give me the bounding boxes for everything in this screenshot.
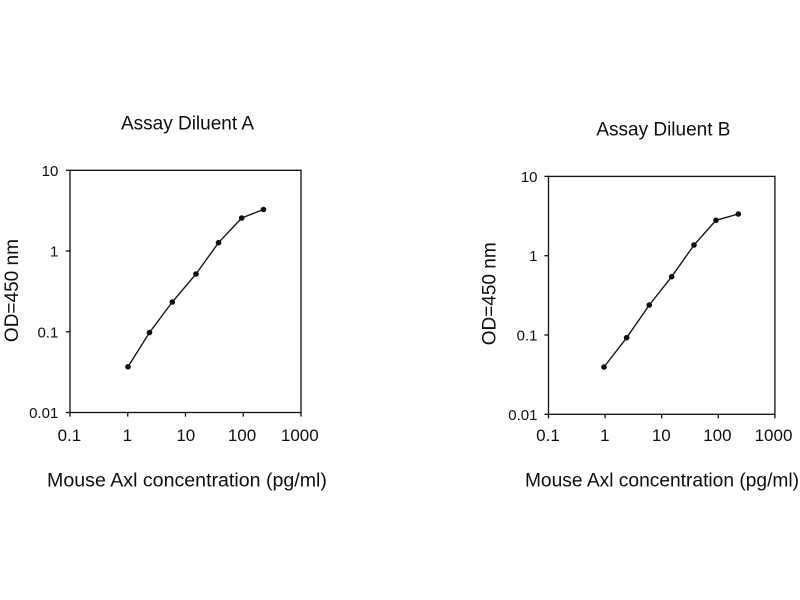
svg-text:10: 10 (42, 163, 59, 180)
svg-text:OD=450 nm: OD=450 nm (480, 242, 501, 345)
svg-text:10: 10 (176, 426, 195, 445)
svg-text:1: 1 (123, 426, 132, 445)
svg-text:0.1: 0.1 (37, 324, 58, 341)
svg-text:1: 1 (50, 244, 58, 261)
svg-text:1000: 1000 (281, 426, 319, 445)
svg-text:Assay Diluent B: Assay Diluent B (596, 120, 730, 141)
svg-text:0.01: 0.01 (29, 405, 58, 422)
svg-text:Mouse Axl concentration (pg/ml: Mouse Axl concentration (pg/ml) (525, 471, 799, 492)
svg-text:0.1: 0.1 (517, 328, 538, 345)
svg-text:10: 10 (652, 426, 671, 445)
svg-text:10: 10 (521, 169, 538, 186)
svg-text:Assay Diluent A: Assay Diluent A (121, 113, 254, 134)
svg-text:OD=450 nm: OD=450 nm (2, 239, 23, 342)
svg-text:0.1: 0.1 (536, 426, 560, 445)
svg-text:1: 1 (529, 248, 537, 265)
svg-text:0.01: 0.01 (508, 407, 537, 424)
svg-text:0.1: 0.1 (58, 426, 82, 445)
svg-text:100: 100 (703, 426, 731, 445)
svg-text:Mouse Axl concentration (pg/ml: Mouse Axl concentration (pg/ml) (47, 470, 327, 492)
svg-text:100: 100 (228, 426, 256, 445)
svg-text:1: 1 (600, 426, 609, 445)
svg-text:1000: 1000 (755, 426, 793, 445)
